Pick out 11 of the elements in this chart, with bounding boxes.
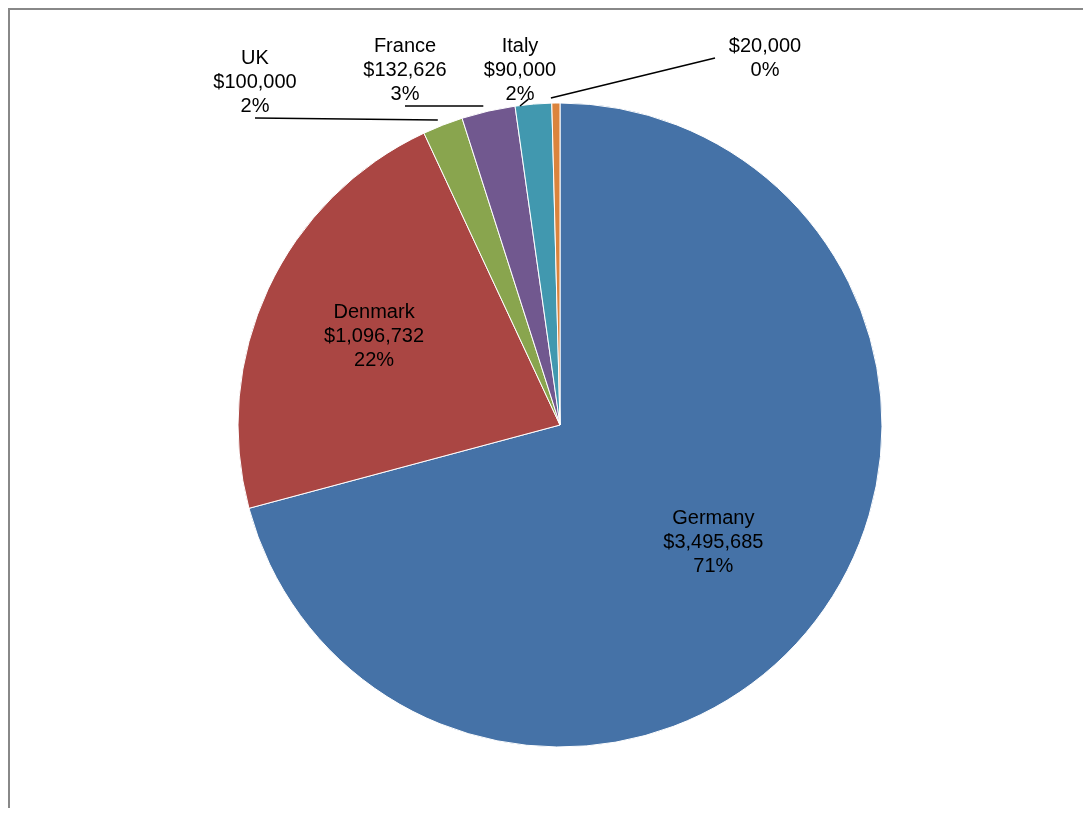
data-label: $100,000 2%	[213, 70, 297, 116]
data-label: $3,495,685 71%	[663, 529, 764, 576]
data-label: $1,096,732 22%	[324, 323, 425, 370]
slice-label: Denmark	[333, 299, 416, 322]
slice-label: France	[373, 34, 437, 56]
slice-label: UK	[241, 46, 270, 68]
data-label: $90,000 2%	[483, 58, 557, 104]
slice-label: Italy	[501, 34, 539, 56]
slice-label: Germany	[672, 505, 755, 528]
data-label: $20,000 0%	[728, 34, 802, 80]
data-label: $132,626 3%	[363, 58, 447, 104]
